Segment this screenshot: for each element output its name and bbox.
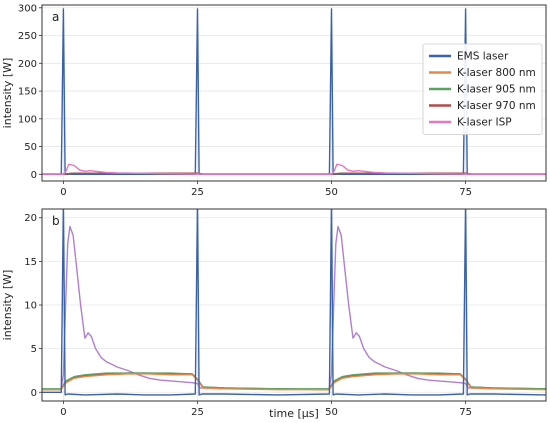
legend-box — [422, 43, 543, 135]
panel-a-frame — [41, 4, 547, 182]
panel-b-x-tick-label: 25 — [191, 407, 204, 418]
panel-b-series-k-laser-905-nm — [42, 372, 546, 390]
panel-b-y-tick-label: 5 — [31, 344, 37, 355]
panel-b-x-tick-label: 50 — [325, 407, 338, 418]
panel-a-panel-letter: a — [52, 10, 59, 24]
panel-a-y-tick-label: 300 — [18, 3, 37, 14]
panel-b-y-tick-label: 20 — [24, 213, 37, 224]
panel-a-y-tick-label: 250 — [18, 31, 37, 42]
legend-entry-k-laser-800-nm: K-laser 800 nm — [457, 67, 536, 79]
panel-a-y-tick-label: 100 — [18, 114, 37, 125]
panel-a-y-axis-label: intensity [W] — [1, 58, 14, 129]
legend-entry-k-laser-905-nm: K-laser 905 nm — [457, 84, 536, 96]
panel-b-series-k-laser-800-nm — [42, 373, 546, 391]
panel-b-x-tick-label: 0 — [60, 407, 66, 418]
panel-a-series-k-laser-isp — [42, 163, 546, 175]
panel-b-series-ems-laser — [42, 209, 546, 396]
panel-b-panel-letter: b — [52, 214, 60, 228]
panel-a-x-tick-label: 50 — [325, 187, 338, 198]
panel-a-x-tick-label: 75 — [459, 187, 472, 198]
panel-a-y-tick-label: 50 — [24, 142, 37, 153]
panel-a-y-tick-label: 150 — [18, 87, 37, 98]
panel-a-y-tick-label: 200 — [18, 59, 37, 70]
panel-b-series-group — [42, 209, 546, 396]
legend-entry-ems-laser: EMS laser — [457, 51, 509, 63]
panel-b-y-axis-label: intensity [W] — [1, 270, 14, 341]
panel-b: 0 25 50 75 0 5 10 15 20 intensity [W] time [μs] b — [1, 208, 547, 420]
panel-a-series-group — [42, 8, 546, 176]
panel-b-y-tick-label: 10 — [24, 301, 37, 312]
legend: EMS laser K-laser 800 nm K-laser 905 nm K-l… — [422, 43, 543, 135]
panel-b-x-axis-label: time [μs] — [269, 407, 319, 420]
panel-b-y-tick-label: 15 — [24, 257, 37, 268]
panel-a-x-tick-label: 25 — [191, 187, 204, 198]
panel-b-y-tick-label: 0 — [31, 388, 37, 399]
panel-b-x-tick-label: 75 — [459, 407, 472, 418]
legend-entry-k-laser-970-nm: K-laser 970 nm — [457, 100, 536, 112]
legend-entry-k-laser-isp: K-laser ISP — [457, 117, 512, 129]
panel-a: 0 25 50 75 0 50 100 150 200 250 300 intensity [W] a E… — [1, 3, 547, 198]
panel-a-y-tick-label: 0 — [31, 170, 37, 181]
panel-a-x-tick-label: 0 — [60, 187, 66, 198]
